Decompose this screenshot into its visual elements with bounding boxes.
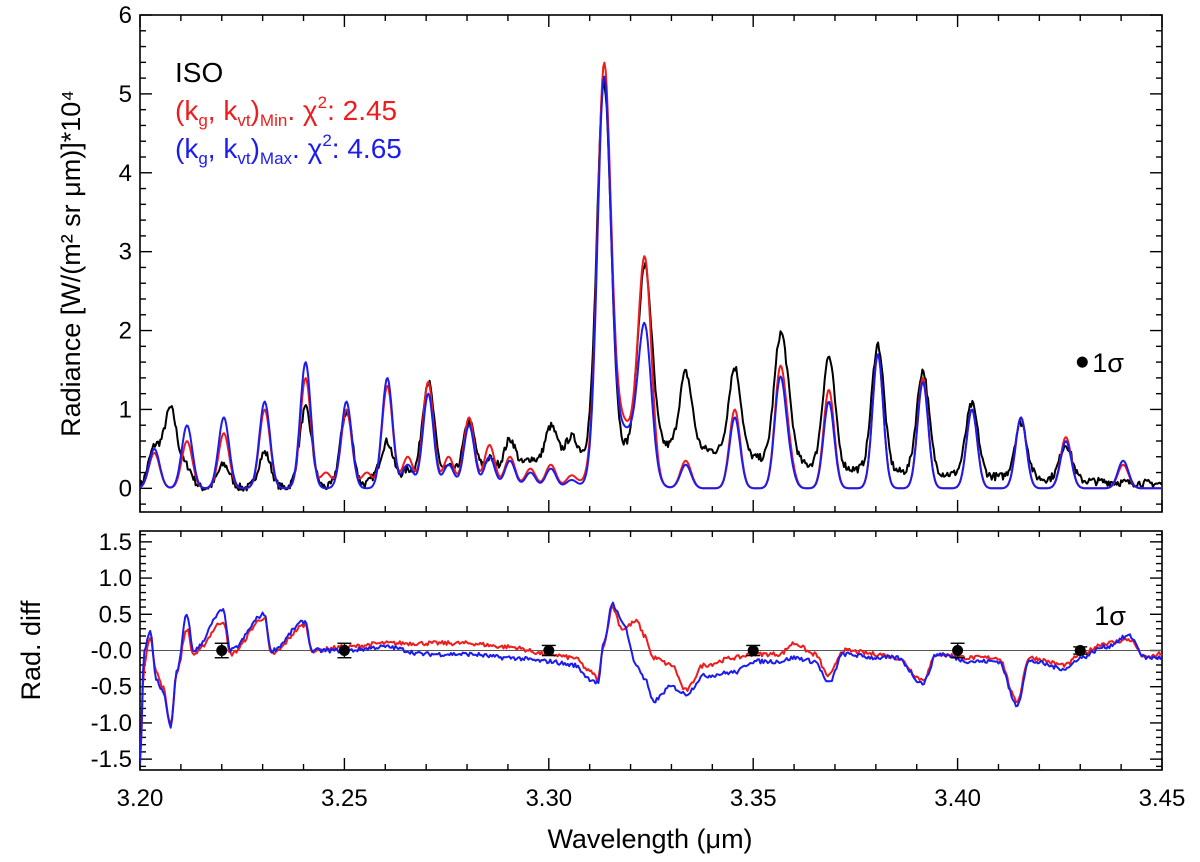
error-point [543,645,555,656]
y-tick-label: 0.5 [99,601,132,628]
plot-frame [139,14,1163,513]
error-point [1074,645,1086,656]
x-tick-label: 3.30 [525,785,572,812]
x-tick-label: 3.45 [1139,785,1186,812]
y-tick-label: 2 [119,318,132,345]
error-point [338,645,350,656]
sigma-marker-label: 1σ [1092,348,1124,378]
legend-title: ISO [175,57,223,88]
y-tick-label: 1 [119,396,132,423]
y-tick-label: -1.0 [91,710,132,737]
y-tick-label: 1.5 [99,529,132,556]
sigma-label: 1σ [1094,601,1126,631]
error-point [747,645,759,656]
x-tick-label: 3.40 [934,785,981,812]
series-max_model_minus_observed [140,601,1162,765]
x-tick-label: 3.35 [730,785,777,812]
y-tick-label: 1.0 [99,565,132,592]
y-tick-label: 4 [119,160,132,187]
y-tick-label: -0.0 [91,638,132,665]
error-point [216,645,228,656]
legend-entry-min_model: (kg, kvt)Min. χ2: 2.45 [175,93,397,130]
series-max_model [140,75,1162,490]
y-axis-title: Radiance [W/(m² sr μm)]*10⁴ [56,90,86,437]
x-tick-label: 3.20 [117,785,164,812]
x-tick-label: 3.25 [321,785,368,812]
x-axis-title: Wavelength (μm) [547,824,752,854]
y-axis-title: Rad. diff [16,600,46,701]
y-tick-label: -1.5 [91,746,132,773]
series-min_model [140,61,1162,490]
y-tick-label: 6 [119,2,132,29]
y-tick-label: 3 [119,239,132,266]
y-tick-label: 5 [119,81,132,108]
y-tick-label: 0 [119,475,132,502]
legend-entry-max_model: (kg, kvt)Max. χ2: 4.65 [175,131,402,168]
y-tick-label: -0.5 [91,674,132,701]
radiance-panel: 0 1 2 3 4 5 6 Radiance [W/(m² sr μm)]*10⁴ 1σ ISO (… [56,2,1163,513]
error-point [952,645,964,656]
residual-panel: -1.5 -1.0 -0.5 -0.0 0.5 1.0 1.5 3.20 3.25 3.30 3.3… [16,529,1185,812]
